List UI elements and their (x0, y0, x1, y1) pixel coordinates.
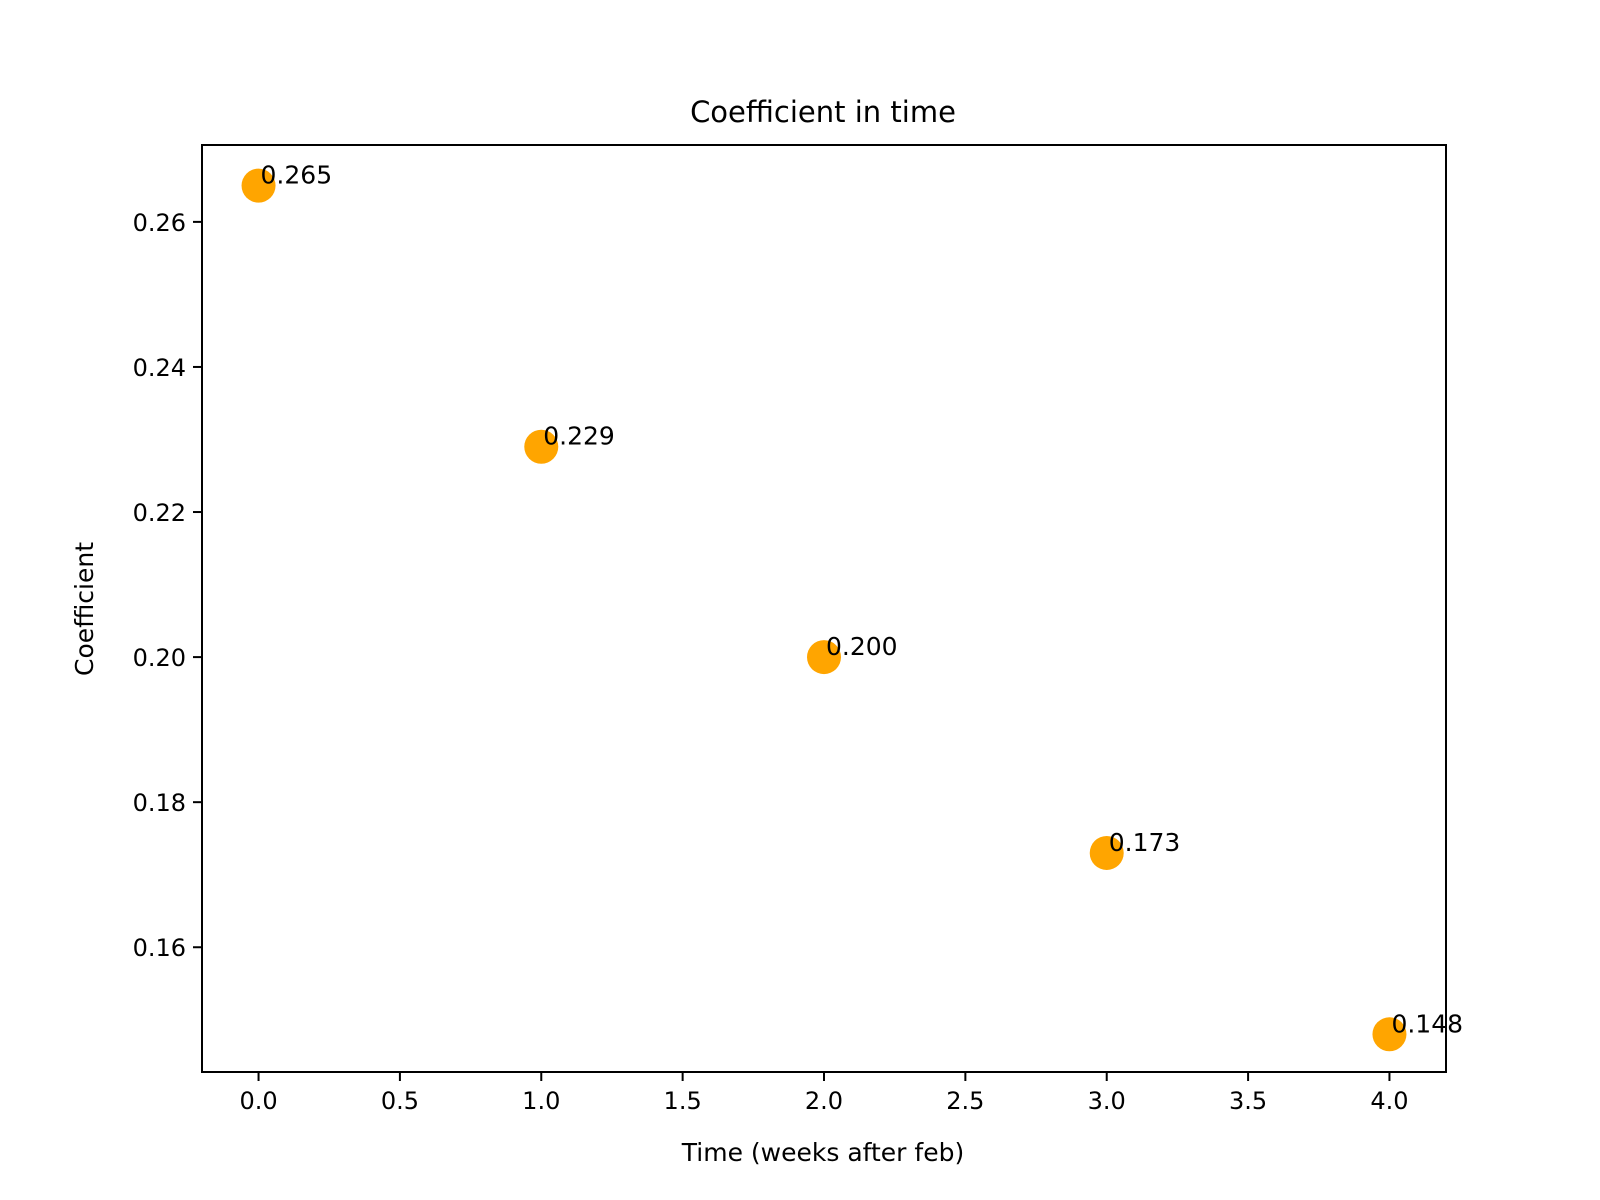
x-axis-ticks: 0.0 0.5 1.0 1.5 2.0 2.5 3.0 3.5 4.0 (239, 1072, 1409, 1115)
y-axis-title: Coefficient (70, 542, 99, 676)
data-points: 0.265 0.229 0.200 0.173 0.148 (241, 161, 1463, 1052)
x-tick-label: 1.5 (664, 1087, 702, 1115)
y-tick-label: 0.20 (133, 644, 186, 672)
point-value-label: 0.173 (1109, 828, 1181, 857)
y-axis-ticks: 0.16 0.18 0.20 0.22 0.24 0.26 (133, 209, 202, 962)
x-tick-label: 2.0 (805, 1087, 843, 1115)
x-tick-label: 1.0 (522, 1087, 560, 1115)
scatter-point (1089, 835, 1124, 870)
point-value-label: 0.200 (826, 632, 898, 661)
x-tick-label: 2.5 (946, 1087, 984, 1115)
y-tick-label: 0.26 (133, 209, 186, 237)
scatter-point (241, 168, 276, 203)
point-value-label: 0.148 (1391, 1009, 1463, 1038)
plot-area-frame (201, 144, 1447, 1073)
y-tick-label: 0.24 (133, 354, 186, 382)
point-value-label: 0.265 (261, 161, 333, 190)
scatter-point (1372, 1017, 1407, 1052)
x-axis-title: Time (weeks after feb) (681, 1138, 964, 1167)
x-tick-label: 0.5 (381, 1087, 419, 1115)
y-tick-label: 0.18 (133, 789, 186, 817)
scatter-point (524, 429, 559, 464)
chart-title: Coefficient in time (690, 95, 956, 129)
point-value-label: 0.229 (543, 422, 615, 451)
x-tick-label: 3.5 (1229, 1087, 1267, 1115)
x-tick-label: 3.0 (1088, 1087, 1126, 1115)
x-tick-label: 4.0 (1370, 1087, 1408, 1115)
y-tick-label: 0.22 (133, 499, 186, 527)
x-tick-label: 0.0 (239, 1087, 277, 1115)
scatter-point (807, 640, 841, 675)
y-tick-label: 0.16 (133, 934, 186, 962)
